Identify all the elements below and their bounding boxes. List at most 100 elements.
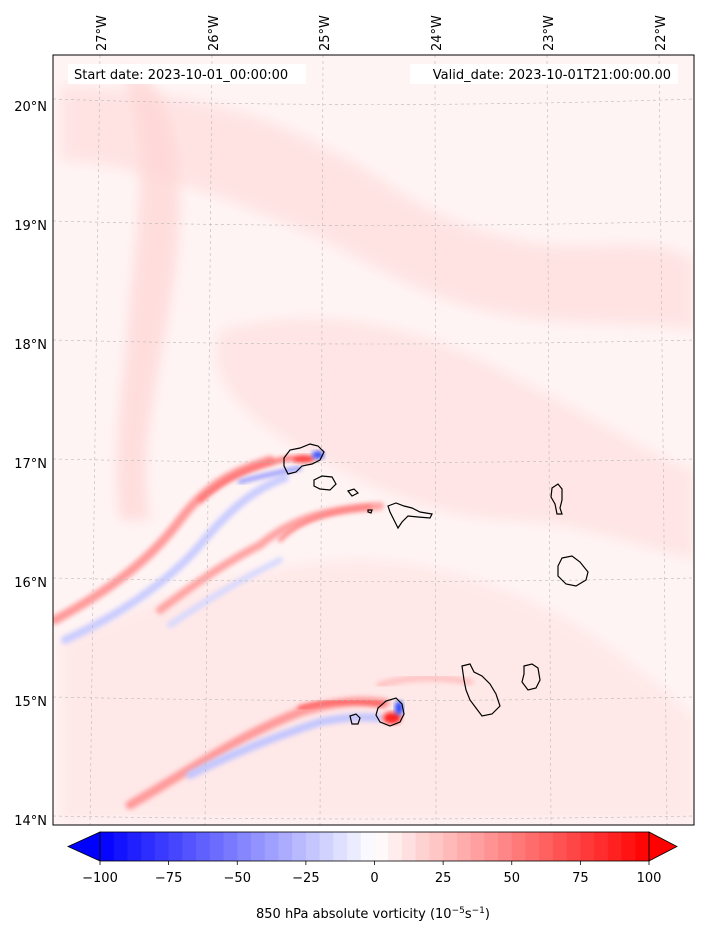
vorticity-band-north-negative-core	[238, 466, 302, 484]
lon-label: 25°W	[318, 15, 333, 51]
colorbar-tick-label: 0	[370, 871, 378, 886]
colorbar: −100 −75 −50 −25 0 25 50 75 100 850 hPa absolute…	[67, 831, 678, 922]
colorbar-cell	[168, 832, 183, 861]
colorbar-tick-label: 25	[435, 871, 452, 886]
vorticity-band-middle-negative	[167, 557, 283, 628]
colorbar-tick-label: 50	[503, 871, 520, 886]
gridline-lon-23	[546, 55, 552, 825]
latitude-labels: 20°N 19°N 18°N 17°N 16°N 15°N 14°N	[14, 100, 47, 829]
colorbar-cell	[278, 832, 293, 861]
lat-label: 17°N	[14, 457, 47, 472]
vorticity-band-middle-core	[278, 505, 372, 542]
colorbar-label: 850 hPa absolute vorticity (10−5s−1)	[256, 906, 490, 922]
vorticity-field	[53, 70, 694, 820]
vorticity-band-north-negative	[61, 474, 289, 644]
colorbar-cell	[511, 832, 526, 861]
colorbar-cell	[525, 832, 540, 861]
colorbar-cell	[552, 832, 568, 861]
coastlines	[283, 443, 589, 727]
colorbar-cell	[250, 832, 266, 861]
lon-label: 22°W	[654, 15, 669, 51]
vorticity-band-south-negative	[186, 713, 382, 779]
colorbar-cell	[635, 832, 650, 861]
valid-date-label: Valid_date: 2023-10-01T21:00:00.00	[433, 68, 671, 83]
gridline-lat-19	[53, 220, 694, 226]
colorbar-cell	[292, 832, 307, 861]
colorbar-extend-min	[67, 831, 101, 862]
island-santo-antao	[283, 443, 325, 475]
colorbar-cell	[333, 832, 348, 861]
vorticity-band-east-tail	[376, 674, 474, 689]
gridline-lat-16	[53, 577, 694, 582]
colorbar-tick-label: −25	[292, 871, 319, 886]
lat-label: 15°N	[14, 695, 47, 710]
colorbar-cell	[196, 832, 211, 861]
start-date-label: Start date: 2023-10-01_00:00:00	[74, 68, 288, 83]
colorbar-tick-label: −75	[155, 871, 182, 886]
colorbar-cell	[594, 832, 609, 861]
colorbar-ticks: −100 −75 −50 −25 0 25 50 75 100	[82, 861, 661, 886]
lon-label: 26°W	[207, 15, 222, 51]
gridline-lat-14	[53, 815, 694, 820]
gridline-lon-24	[434, 55, 437, 825]
colorbar-cell	[113, 832, 128, 861]
colorbar-cell	[127, 832, 142, 861]
island-boa-vista	[557, 555, 589, 587]
lat-label: 20°N	[14, 100, 47, 115]
colorbar-cell	[319, 832, 334, 861]
lon-label: 27°W	[95, 15, 110, 51]
map-frame	[52, 54, 695, 826]
island-branco	[367, 509, 373, 514]
island-brava	[349, 713, 361, 725]
vorticity-broad-area-north	[60, 85, 694, 330]
longitude-labels: 27°W 26°W 25°W 24°W 23°W 22°W	[95, 15, 669, 51]
gridline-lat-15	[53, 696, 694, 701]
vorticity-broad-area-center	[215, 318, 694, 560]
gridline-lat-18	[53, 339, 694, 345]
colorbar-tick-label: 100	[637, 871, 662, 886]
vorticity-diagonal-band	[116, 70, 180, 520]
gridline-lon-26	[204, 55, 213, 825]
lat-label: 14°N	[14, 814, 47, 829]
vorticity-band-south-core	[297, 698, 385, 711]
colorbar-cell	[415, 832, 430, 861]
colorbar-tick-label: 75	[572, 871, 589, 886]
colorbar-cell	[209, 832, 225, 861]
colorbar-tick-label: −50	[224, 871, 251, 886]
island-sao-vicente	[313, 475, 337, 491]
gridline-lat-20	[53, 98, 694, 105]
vorticity-couplet-santo-antao-positive	[291, 455, 315, 463]
colorbar-cell	[360, 832, 375, 861]
vorticity-couplet-fogo-positive	[383, 712, 401, 724]
colorbar-cell	[237, 832, 252, 861]
colorbar-cell	[305, 832, 321, 861]
gridline-lon-22	[658, 55, 668, 825]
island-maio	[521, 663, 541, 691]
colorbar-cell	[154, 832, 170, 861]
start-date-box	[68, 64, 306, 84]
gridline-lon-27	[89, 55, 101, 825]
colorbar-tick-label: −100	[82, 871, 118, 886]
colorbar-cell	[539, 832, 554, 861]
island-santa-luzia	[346, 488, 360, 497]
island-sal	[550, 483, 563, 515]
colorbar-cell	[607, 832, 623, 861]
colorbar-cell	[141, 832, 156, 861]
lat-label: 18°N	[14, 338, 47, 353]
gridline-lat-17	[53, 458, 694, 463]
colorbar-cell	[443, 832, 458, 861]
colorbar-cell	[401, 832, 417, 861]
colorbar-cell	[456, 832, 472, 861]
colorbar-cell	[223, 832, 238, 861]
island-santiago	[461, 663, 501, 717]
lat-label: 16°N	[14, 576, 47, 591]
valid-date-box	[410, 64, 678, 84]
colorbar-cell	[470, 832, 485, 861]
colorbar-cell	[182, 832, 197, 861]
colorbar-cell	[566, 832, 581, 861]
lon-label: 23°W	[542, 15, 557, 51]
colorbar-cells	[67, 831, 678, 862]
lat-label: 19°N	[14, 219, 47, 234]
colorbar-cell	[498, 832, 513, 861]
